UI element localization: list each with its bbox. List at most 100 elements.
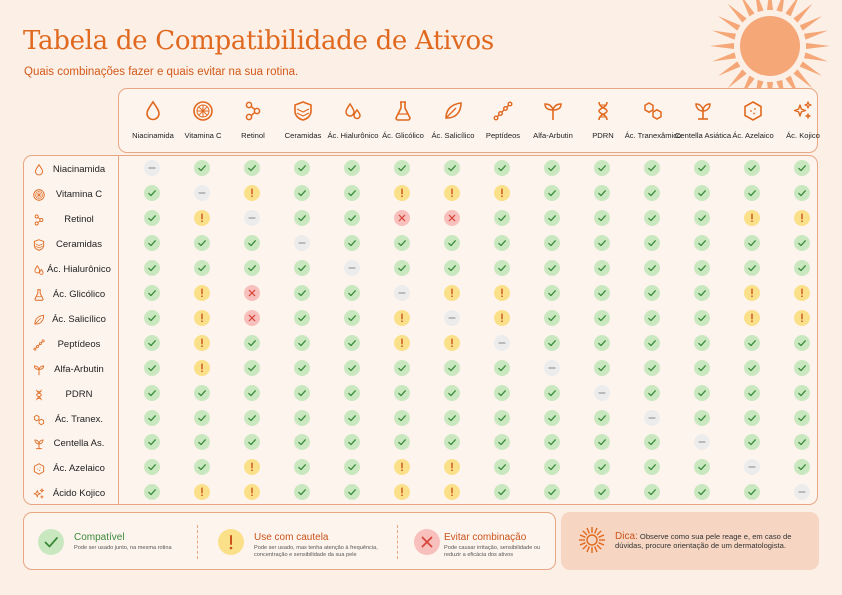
cell-compatible [594,284,610,301]
cell-compatible [694,209,710,226]
cell-compatible [794,160,810,176]
cell-caution [494,309,510,326]
column-header-label: Niacinamida [132,131,174,140]
cell-compatible [644,234,660,251]
cell-compatible [544,259,560,276]
legend-bad-title: Evitar combinação [444,532,527,543]
cell-compatible [494,409,510,426]
cell-compatible [794,434,810,451]
page-title: Tabela de Compatibilidade de Ativos [23,26,494,56]
cell-compatible [644,160,660,176]
cell-compatible [744,160,760,176]
column-header: Ác. Glicólico [378,89,428,154]
leaf-icon [441,99,465,123]
legend-warn: Use com cautela Pode ser usado, mas tenh… [204,513,399,571]
column-header: Ác. Salicílico [428,89,478,154]
cell-compatible [294,284,310,301]
cell-compatible [144,334,160,351]
cell-compatible [394,409,410,426]
cell-compatible [294,184,310,201]
cell-compatible [594,359,610,376]
cell-compatible [444,384,460,401]
cell-compatible [244,359,260,376]
cell-compatible [344,359,360,376]
row-header-label: Ác. Azelaico [53,463,105,475]
cell-compatible [344,384,360,401]
cell-compatible [294,384,310,401]
dna-icon [591,99,615,123]
cell-same-active [194,184,210,201]
cell-compatible [794,384,810,401]
cell-compatible [694,334,710,351]
cell-caution [444,184,460,201]
cell-same-active [794,484,810,501]
cell-compatible [594,434,610,451]
cell-compatible [344,160,360,176]
row-header: Retinol [23,208,119,232]
cell-compatible [594,409,610,426]
droplets-icon [341,99,365,123]
cell-same-active [644,409,660,426]
column-header-label: Ác. Hialurônico [327,131,379,140]
row-header: Ác. Tranex. [23,408,119,432]
column-header: Ác. Hialurônico [327,89,379,154]
sunburst-icon [579,527,605,553]
cell-compatible [644,384,660,401]
cell-compatible [644,434,660,451]
cell-avoid [244,309,260,326]
column-header: Centella Asiática [675,89,731,154]
column-header-label: Vitamina C [184,131,222,140]
legend: Compatível Pode ser usado junto, na mesm… [23,512,556,570]
cell-compatible [744,409,760,426]
row-header: Ác. Salicílico [23,308,119,332]
cell-avoid [394,209,410,226]
row-header-label: Vitamina C [55,188,103,200]
tip-box: Dica: Observe como sua pele reage e, em … [561,512,819,570]
molecule-icon [32,213,46,227]
row-label-column: Niacinamida Vitamina C Retinol Ceramidas Ác.… [23,155,119,505]
column-header: Retinol [228,89,278,154]
column-header: Peptídeos [478,89,528,154]
row-header-label: Ác. Hialurônico [47,263,111,275]
column-header-bar: Niacinamida Vitamina C Retinol Ceramidas Ác.… [118,88,820,154]
cell-compatible [594,259,610,276]
cell-compatible [344,434,360,451]
cell-caution [494,184,510,201]
column-header: PDRN [578,89,628,154]
column-header-label: Ác. Azelaico [732,131,774,140]
cell-compatible [594,160,610,176]
cell-compatible [244,409,260,426]
row-header-label: Ác. Salicílico [52,313,106,325]
cell-caution [394,309,410,326]
sprout-icon [541,99,565,123]
cell-compatible [644,184,660,201]
cell-compatible [694,484,710,501]
cell-compatible [344,484,360,501]
column-header-label: Ác. Tranexâmico [624,131,682,140]
column-header-label: Centella Asiática [674,131,732,140]
cell-caution [444,484,460,501]
dna-icon [32,388,46,402]
cell-compatible [494,484,510,501]
cell-caution [244,459,260,476]
cell-compatible [294,259,310,276]
cell-compatible [644,334,660,351]
legend-warn-description: Pode ser usado, mas tenha atenção à freq… [254,545,378,558]
cell-same-active [544,359,560,376]
cell-compatible [194,234,210,251]
cell-caution [744,209,760,226]
tip-label: Dica: [615,531,638,542]
cell-compatible [744,259,760,276]
cell-compatible [594,484,610,501]
column-header-label: Ác. Kojico [786,131,820,140]
cell-caution [794,209,810,226]
cell-compatible [694,359,710,376]
row-header: Vitamina C [23,183,119,207]
cell-caution [194,484,210,501]
cell-compatible [444,234,460,251]
cell-same-active [144,160,160,176]
leaf-icon [32,313,46,327]
cell-caution [744,284,760,301]
cell-compatible [544,184,560,201]
cell-compatible [394,160,410,176]
